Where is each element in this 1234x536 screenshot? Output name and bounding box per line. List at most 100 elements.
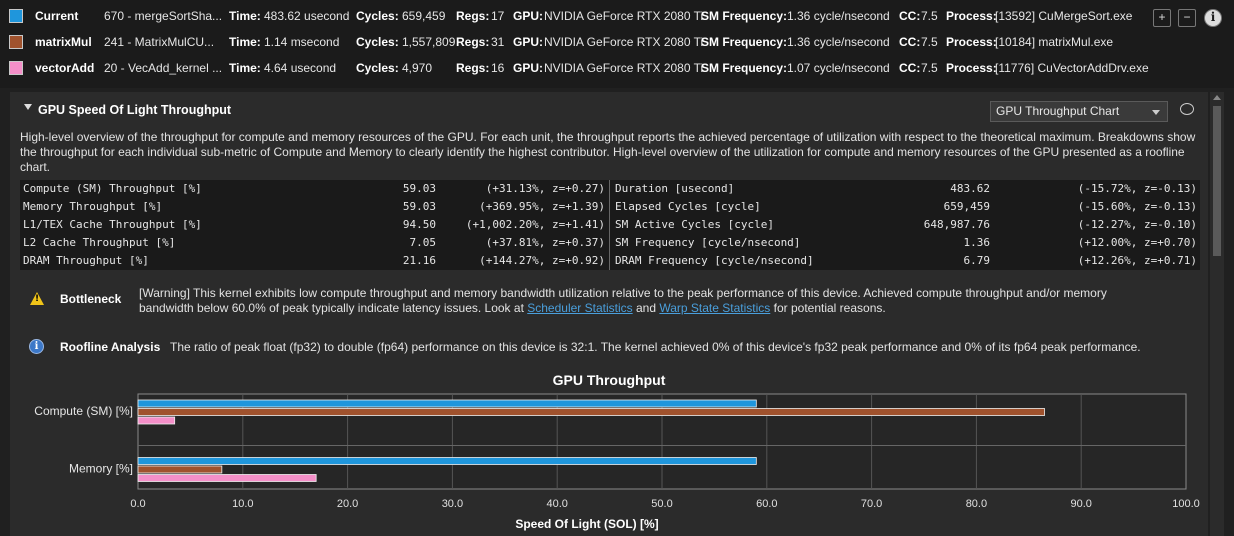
vertical-scrollbar[interactable]	[1210, 92, 1224, 536]
result-row-matrixmul[interactable]: matrixMul 241 - MatrixMulCU... Time: 1.1…	[0, 29, 1234, 55]
metric-name: Memory Throughput [%]	[23, 200, 163, 213]
metric-name: DRAM Throughput [%]	[23, 254, 149, 267]
current-color-swatch[interactable]	[9, 9, 23, 23]
sm-frequency-label: SM Frequency:	[701, 9, 788, 23]
time-label: Time:	[229, 9, 261, 23]
regs-label: Regs:	[456, 35, 490, 49]
info-circle-icon: i	[29, 339, 44, 354]
result-name: matrixMul	[35, 35, 92, 49]
time-label: Time:	[229, 35, 261, 49]
gpu-value: NVIDIA GeForce RTX 2080 Ti	[544, 9, 704, 23]
metric-value: 94.50	[402, 218, 436, 231]
bottleneck-text-2: bandwidth below 60.0% of peak typically …	[139, 301, 524, 315]
scheduler-statistics-link[interactable]: Scheduler Statistics	[527, 301, 633, 315]
metric-value: 1.36	[963, 236, 991, 249]
chart-select-value: GPU Throughput Chart	[996, 104, 1120, 118]
cycles-value: 1,557,809	[402, 35, 456, 49]
process-label: Process:	[946, 35, 997, 49]
sm-frequency-label: SM Frequency:	[701, 61, 788, 75]
gpu-value: NVIDIA GeForce RTX 2080 Ti	[544, 61, 704, 75]
metric-delta: (+12.00%, z=+0.70)	[1077, 236, 1197, 249]
x-tick-label: 70.0	[861, 498, 882, 510]
gpu-sol-section: GPU Speed Of Light Throughput GPU Throug…	[10, 92, 1208, 536]
section-title: GPU Speed Of Light Throughput	[38, 103, 232, 117]
metric-value: 659,459	[943, 200, 990, 213]
metric-name: SM Frequency [cycle/nsecond]	[615, 236, 801, 249]
time-value: 1.14 msecond	[264, 35, 340, 49]
bottleneck-and: and	[635, 301, 657, 315]
x-axis-label: Speed Of Light (SOL) [%]	[515, 517, 658, 531]
result-kernel-id[interactable]: 241 - MatrixMulCU...	[104, 35, 215, 49]
gpu-label: GPU:	[513, 61, 543, 75]
x-tick-label: 60.0	[756, 498, 777, 510]
cc-value: 7.5	[921, 35, 938, 49]
bottleneck-text-1: [Warning] This kernel exhibits low compu…	[139, 286, 1107, 300]
warp-state-statistics-link[interactable]: Warp State Statistics	[659, 301, 771, 315]
metric-delta: (-12.27%, z=-0.10)	[1077, 218, 1197, 231]
remove-baseline-icon[interactable]: −	[1178, 9, 1196, 27]
metric-name: Duration [usecond]	[615, 182, 735, 195]
roofline-label[interactable]: Roofline Analysis	[60, 340, 161, 354]
regs-label: Regs:	[456, 61, 490, 75]
metric-delta: (+144.27%, z=+0.92)	[479, 254, 605, 267]
metric-name: L1/TEX Cache Throughput [%]	[23, 218, 202, 231]
result-kernel-id[interactable]: 670 - mergeSortSha...	[104, 9, 223, 23]
comment-icon[interactable]	[1180, 103, 1194, 115]
gpu-throughput-chart: 0.0 10.0 20.0 30.0 40.0 50.0 60.0 70.0 80.0 90.0 1…	[34, 393, 1200, 531]
result-kernel-id[interactable]: 20 - VecAdd_kernel ...	[104, 61, 223, 75]
x-tick-label: 100.0	[1172, 498, 1200, 510]
cycles-label: Cycles:	[356, 9, 399, 23]
regs-label: Regs:	[456, 9, 490, 23]
bottleneck-label[interactable]: Bottleneck	[60, 292, 122, 306]
vectoradd-color-swatch[interactable]	[9, 61, 23, 75]
cc-label: CC:	[899, 9, 921, 23]
bar-current-1	[137, 457, 757, 465]
category-label: Compute (SM) [%]	[34, 404, 133, 418]
roofline-message: The ratio of peak float (fp32) to double…	[170, 340, 1141, 354]
metric-name: L2 Cache Throughput [%]	[23, 236, 176, 249]
add-baseline-icon[interactable]: +	[1153, 9, 1171, 27]
bottleneck-message: [Warning] This kernel exhibits low compu…	[139, 286, 1189, 316]
x-tick-label: 20.0	[337, 498, 358, 510]
metrics-table: Compute (SM) Throughput [%] 59.03 (+31.13%…	[20, 180, 1200, 270]
metric-value: 21.16	[402, 254, 436, 267]
sm-frequency-value: 1.07 cycle/nsecond	[787, 61, 890, 75]
result-row-current[interactable]: Current 670 - mergeSortSha... Time: 483.…	[0, 3, 1234, 29]
metric-row: Memory Throughput [%] 59.03 (+369.95%, z=+…	[20, 198, 608, 216]
section-description: High-level overview of the throughput fo…	[20, 130, 1196, 174]
process-value: [13592] CuMergeSort.exe	[995, 9, 1133, 23]
matrixmul-color-swatch[interactable]	[9, 35, 23, 49]
dropdown-arrow-icon	[1152, 110, 1160, 115]
x-tick-label: 50.0	[651, 498, 672, 510]
sm-frequency-value: 1.36 cycle/nsecond	[787, 9, 890, 23]
chart-select-dropdown[interactable]: GPU Throughput Chart	[990, 101, 1168, 122]
metric-value: 59.03	[402, 200, 436, 213]
info-icon[interactable]: i	[1204, 9, 1222, 27]
cc-label: CC:	[899, 35, 921, 49]
metric-row: L2 Cache Throughput [%] 7.05 (+37.81%, z=+…	[20, 234, 608, 252]
metric-row: Compute (SM) Throughput [%] 59.03 (+31.13%…	[20, 180, 608, 198]
metric-value: 59.03	[402, 182, 436, 195]
result-row-vectoradd[interactable]: vectorAdd 20 - VecAdd_kernel ... Time: 4…	[0, 55, 1234, 81]
gpu-label: GPU:	[513, 9, 543, 23]
time-value: 4.64 usecond	[264, 61, 337, 75]
metric-row: Duration [usecond] 483.62 (-15.72%, z=-0.1…	[612, 180, 1200, 198]
x-tick-label: 0.0	[130, 498, 145, 510]
cycles-label: Cycles:	[356, 61, 399, 75]
collapse-chevron-icon[interactable]	[24, 104, 32, 110]
time-label: Time:	[229, 61, 261, 75]
cc-label: CC:	[899, 61, 921, 75]
regs-value: 31	[491, 35, 505, 49]
cc-value: 7.5	[921, 61, 938, 75]
regs-value: 16	[491, 61, 505, 75]
x-tick-label: 30.0	[442, 498, 463, 510]
scroll-up-icon[interactable]	[1213, 95, 1221, 100]
scrollbar-thumb[interactable]	[1213, 106, 1221, 256]
process-label: Process:	[946, 61, 997, 75]
section-header[interactable]: GPU Speed Of Light Throughput GPU Throug…	[10, 92, 1208, 128]
metric-row: L1/TEX Cache Throughput [%] 94.50 (+1,002.…	[20, 216, 608, 234]
metric-name: SM Active Cycles [cycle]	[615, 218, 774, 231]
metric-delta: (+369.95%, z=+1.39)	[479, 200, 605, 213]
metric-row: SM Active Cycles [cycle] 648,987.76 (-12.2…	[612, 216, 1200, 234]
cc-value: 7.5	[921, 9, 938, 23]
